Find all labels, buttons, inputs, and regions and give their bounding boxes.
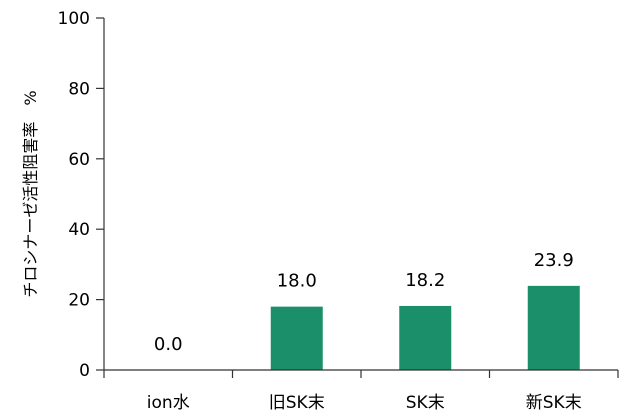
y-tick-label: 40 xyxy=(68,220,90,240)
y-tick-label: 100 xyxy=(58,9,90,29)
y-axis-ticks: 0 20 40 60 80 100 xyxy=(58,9,104,381)
bar xyxy=(399,305,452,370)
value-labels-group: 0.0 18.0 18.2 23.9 xyxy=(154,250,574,355)
y-axis-label: チロシナーゼ活性阻害率 % xyxy=(21,90,40,297)
bar xyxy=(270,306,323,370)
x-category-label: 新SK末 xyxy=(526,393,582,413)
y-tick-label: 80 xyxy=(68,79,90,99)
x-category-label: 旧SK末 xyxy=(269,393,325,413)
bar xyxy=(527,285,580,370)
bar-value-label: 18.0 xyxy=(277,271,317,292)
x-category-label: SK末 xyxy=(406,393,445,413)
bar-value-label: 18.2 xyxy=(405,270,445,291)
bars-group xyxy=(270,285,580,370)
bar-value-label: 0.0 xyxy=(154,334,183,355)
y-tick-label: 20 xyxy=(68,291,90,311)
x-category-label: ion水 xyxy=(147,393,190,413)
bar-value-label: 23.9 xyxy=(534,250,574,271)
x-axis-categories: ion水 旧SK末 SK末 新SK末 xyxy=(103,370,619,413)
y-tick-label: 60 xyxy=(68,150,90,170)
y-tick-label: 0 xyxy=(79,361,90,381)
